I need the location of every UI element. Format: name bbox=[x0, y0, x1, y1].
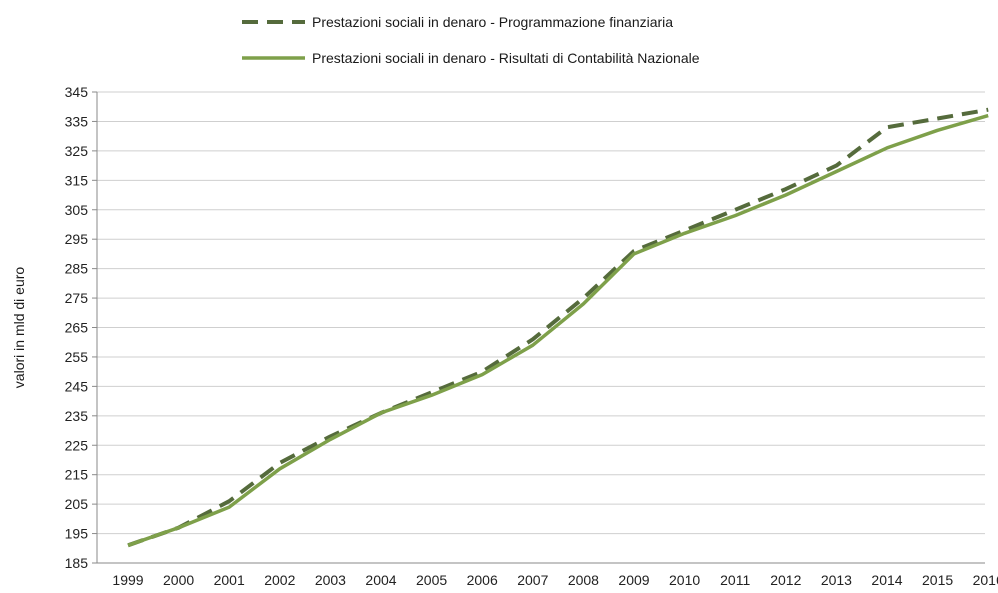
x-tick-label: 2002 bbox=[264, 572, 295, 588]
x-tick-label: 2016 bbox=[973, 572, 998, 588]
x-tick-label: 2011 bbox=[720, 572, 750, 588]
legend-label-programmazione: Prestazioni sociali in denaro - Programm… bbox=[312, 14, 673, 30]
x-tick-label: 2007 bbox=[517, 572, 548, 588]
y-tick-label: 225 bbox=[65, 437, 89, 453]
y-axis-label: valori in mld di euro bbox=[11, 267, 27, 389]
y-tick-label: 235 bbox=[65, 408, 89, 424]
series-lines bbox=[127, 107, 989, 548]
x-tick-label: 2005 bbox=[416, 572, 447, 588]
grid-lines bbox=[92, 91, 985, 564]
y-tick-label: 325 bbox=[65, 143, 89, 159]
y-tick-labels: 185 195 205 215 225 235 245 255 265 275 285 295 305 3… bbox=[65, 84, 89, 571]
x-tick-label: 1999 bbox=[112, 572, 143, 588]
y-tick-label: 265 bbox=[65, 320, 89, 336]
y-tick-label: 335 bbox=[65, 113, 89, 129]
x-tick-label: 2013 bbox=[821, 572, 852, 588]
x-tick-label: 2001 bbox=[214, 572, 245, 588]
x-tick-label: 2006 bbox=[467, 572, 498, 588]
x-tick-label: 2009 bbox=[618, 572, 649, 588]
y-tick-label: 205 bbox=[65, 496, 89, 512]
y-tick-label: 185 bbox=[65, 555, 89, 571]
x-tick-labels: 1999 2000 2001 2002 2003 2004 2005 2006 2007 2008… bbox=[112, 572, 998, 588]
y-tick-label: 305 bbox=[65, 202, 89, 218]
legend: Prestazioni sociali in denaro - Programm… bbox=[242, 14, 700, 66]
y-tick-label: 315 bbox=[65, 172, 89, 188]
x-tick-label: 2010 bbox=[669, 572, 700, 588]
y-tick-label: 285 bbox=[65, 261, 89, 277]
x-tick-label: 2015 bbox=[922, 572, 953, 588]
x-tick-label: 2012 bbox=[770, 572, 801, 588]
x-tick-label: 2014 bbox=[871, 572, 902, 588]
legend-label-contabilita: Prestazioni sociali in denaro - Risultat… bbox=[312, 50, 700, 66]
y-tick-label: 245 bbox=[65, 378, 89, 394]
y-tick-label: 275 bbox=[65, 290, 89, 306]
series-line-programmazione bbox=[127, 107, 989, 548]
y-tick-label: 215 bbox=[65, 467, 89, 483]
x-tick-label: 2003 bbox=[315, 572, 346, 588]
y-tick-label: 295 bbox=[65, 231, 89, 247]
axes bbox=[96, 92, 985, 564]
y-tick-label: 195 bbox=[65, 526, 89, 542]
y-tick-label: 345 bbox=[65, 84, 89, 100]
series-line-contabilita bbox=[127, 113, 989, 547]
x-tick-label: 2000 bbox=[163, 572, 194, 588]
x-tick-label: 2004 bbox=[365, 572, 396, 588]
y-tick-label: 255 bbox=[65, 349, 89, 365]
x-tick-label: 2008 bbox=[568, 572, 599, 588]
